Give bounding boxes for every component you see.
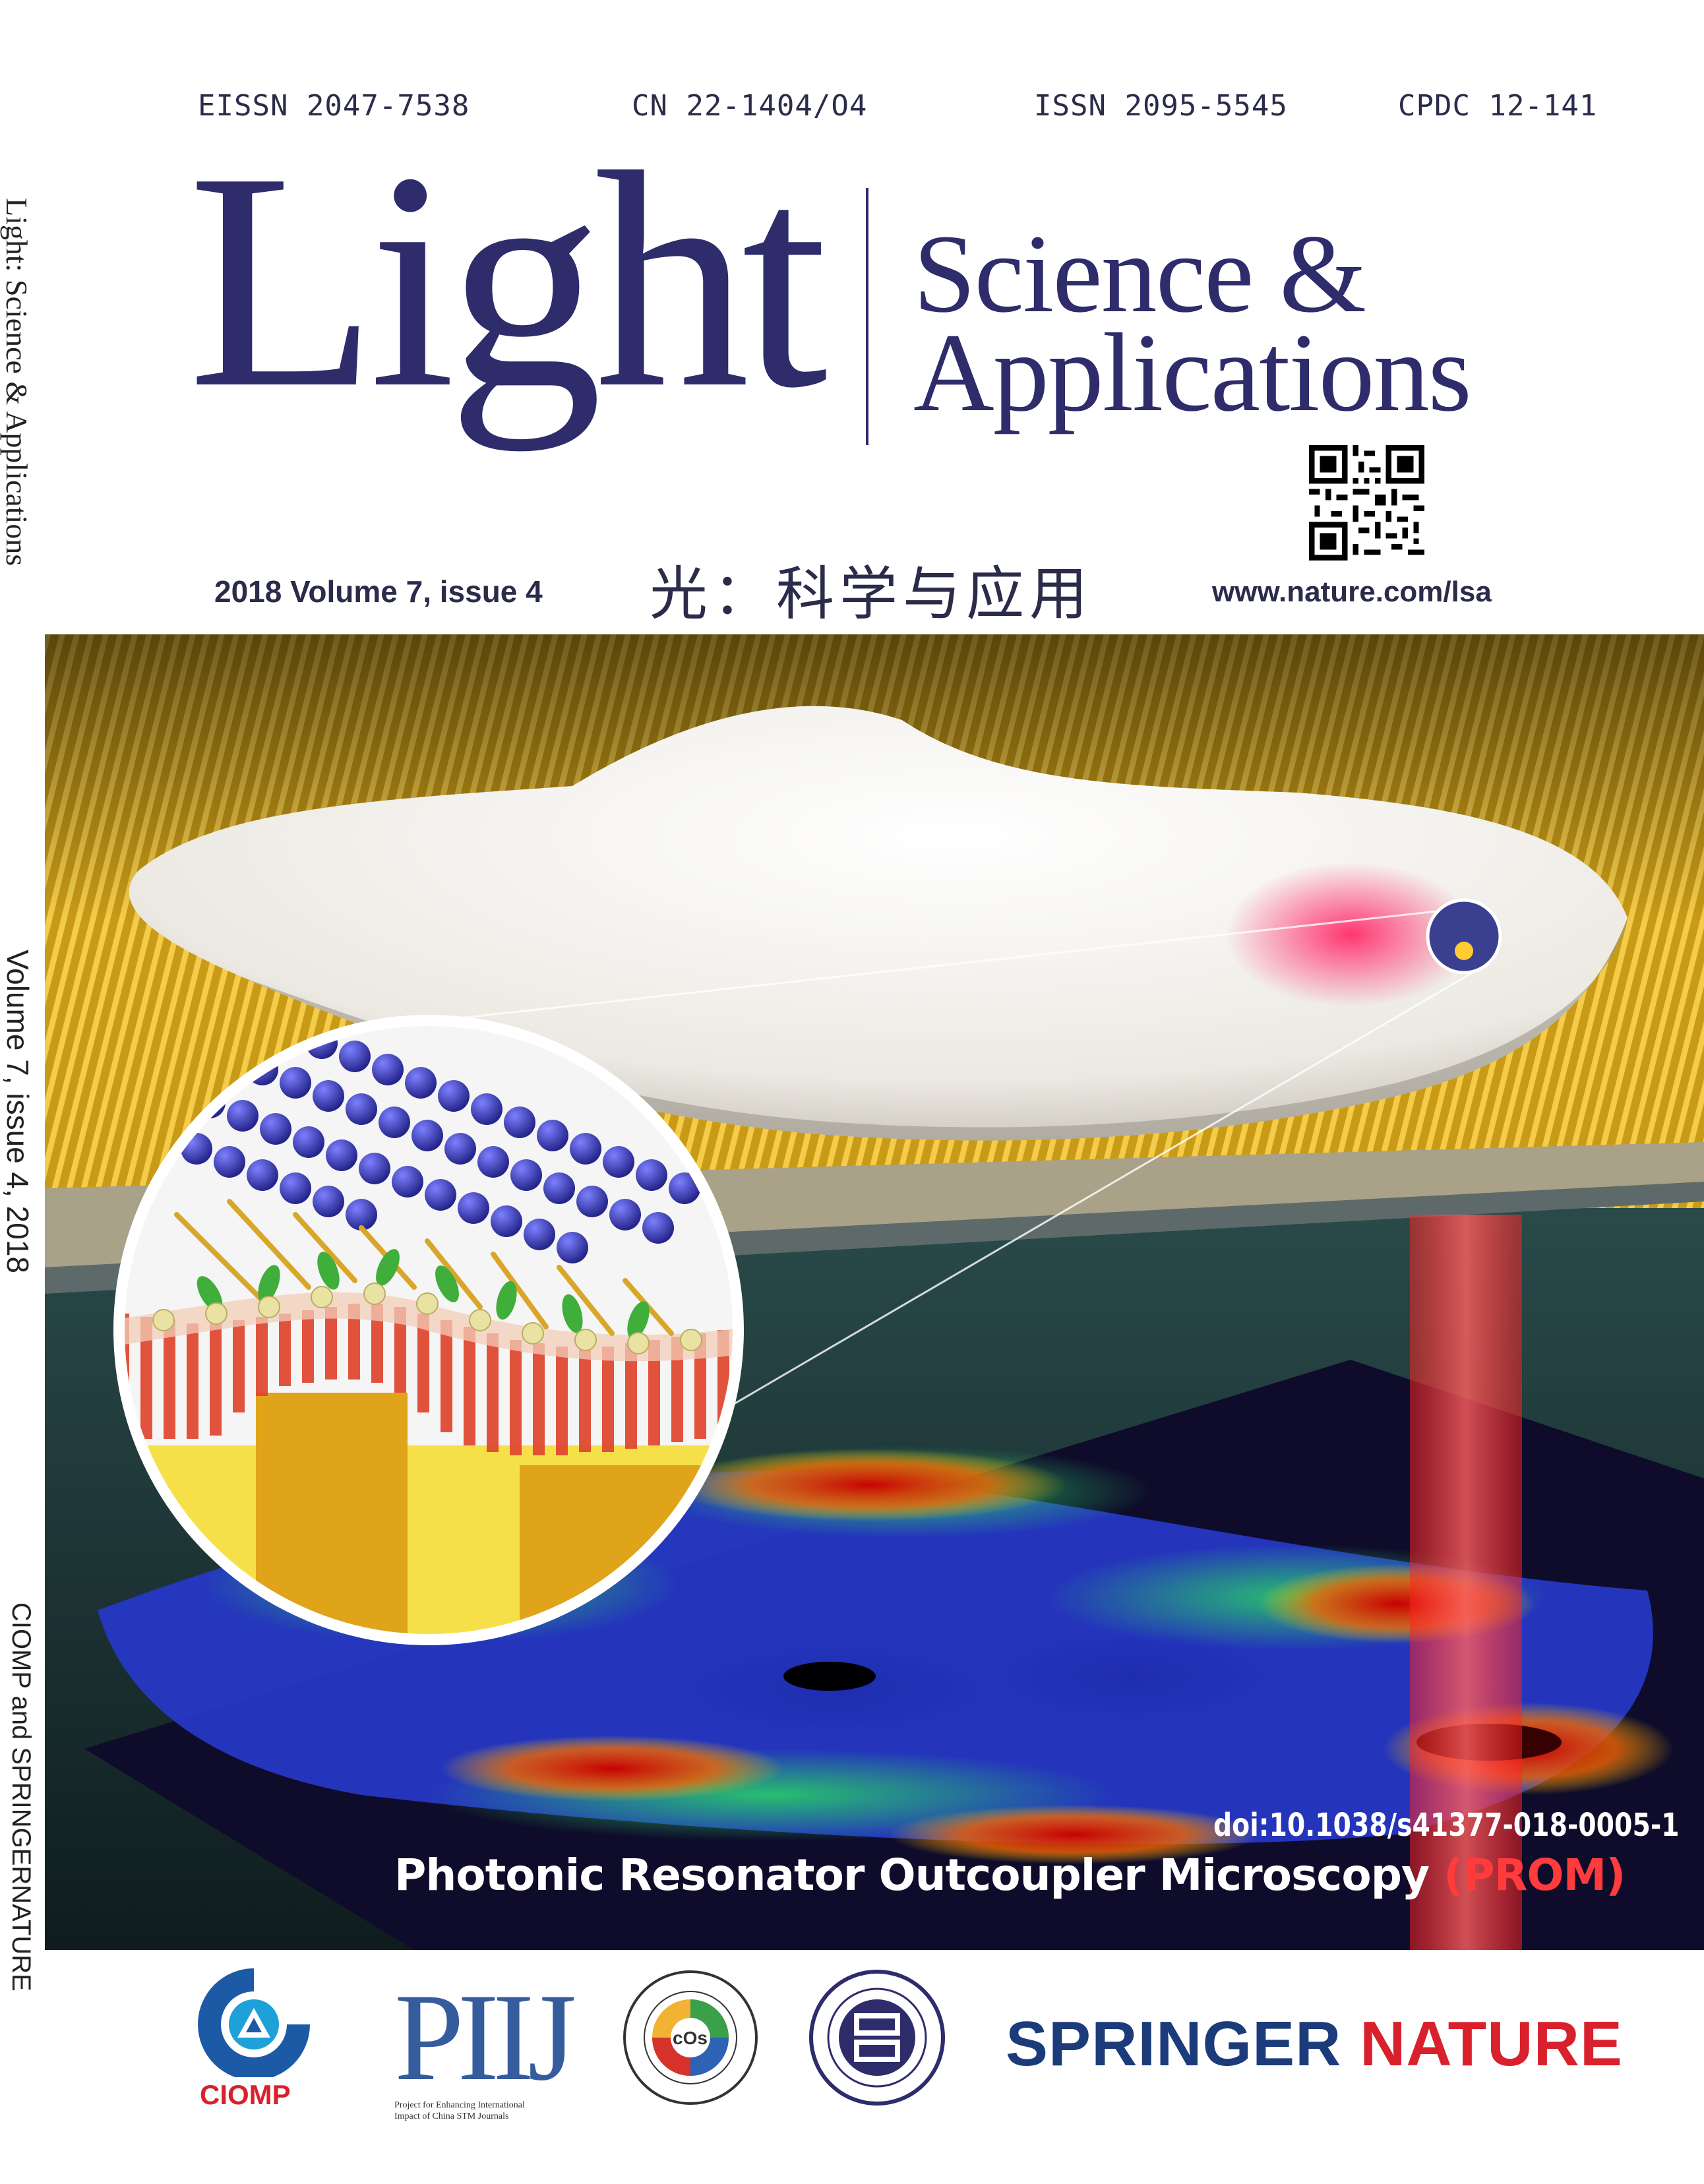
journal-title-science: Science & (913, 212, 1366, 336)
qr-code[interactable] (1309, 445, 1424, 561)
cover-caption: Photonic Resonator Outcoupler Microscopy… (394, 1850, 1626, 1900)
csoe-seal-icon (809, 1970, 945, 2106)
nature-word: NATURE (1360, 2009, 1623, 2079)
journal-title-light: Light (188, 108, 828, 452)
ciomp-text: CIOMP (200, 2079, 291, 2110)
journal-url[interactable]: www.nature.com/lsa (1212, 576, 1492, 608)
doi-label[interactable]: doi:10.1038/s41377-018-0005-1 (1213, 1807, 1680, 1844)
title-divider (866, 188, 868, 445)
csoe-logo (808, 1968, 946, 2107)
chinese-title: 光：科学与应用 (650, 560, 1093, 628)
ciomp-emblem-icon (198, 1968, 310, 2080)
ciomp-logo: CIOMP (188, 1962, 320, 2110)
eissn-label: EISSN 2047-7538 (198, 89, 470, 123)
springer-nature-logo: SPRINGER NATURE (1006, 2008, 1623, 2080)
spine-title: Light: Science & Applications (0, 198, 34, 566)
cover-illustration (45, 634, 1704, 1950)
spine-publisher: CIOMP and SPRINGERNATURE (7, 1602, 36, 1991)
springer-word: SPRINGER (1006, 2009, 1342, 2079)
issn-label: ISSN 2095-5545 (1034, 89, 1288, 123)
journal-title-applications: Applications (913, 311, 1472, 435)
cover-caption-main: Photonic Resonator Outcoupler Microscopy (394, 1850, 1444, 1900)
cover-caption-highlight: (PROM) (1444, 1850, 1626, 1900)
piij-note: Project for Enhancing International Impa… (394, 2100, 525, 2121)
issue-info: 2018 Volume 7, issue 4 (214, 574, 543, 609)
cn-label: CN 22-1404/O4 (632, 89, 868, 123)
cos-logo: cOs (621, 1968, 760, 2107)
spine-volume: Volume 7, issue 4, 2018 (1, 950, 35, 1273)
cos-seal-icon (623, 1970, 758, 2105)
piij-wordmark: PIIJ (394, 1968, 576, 2107)
cos-text: cOs (673, 2028, 708, 2048)
piij-logo: PIIJ Project for Enhancing International… (394, 1975, 579, 2123)
cpdc-label: CPDC 12-141 (1398, 89, 1598, 123)
